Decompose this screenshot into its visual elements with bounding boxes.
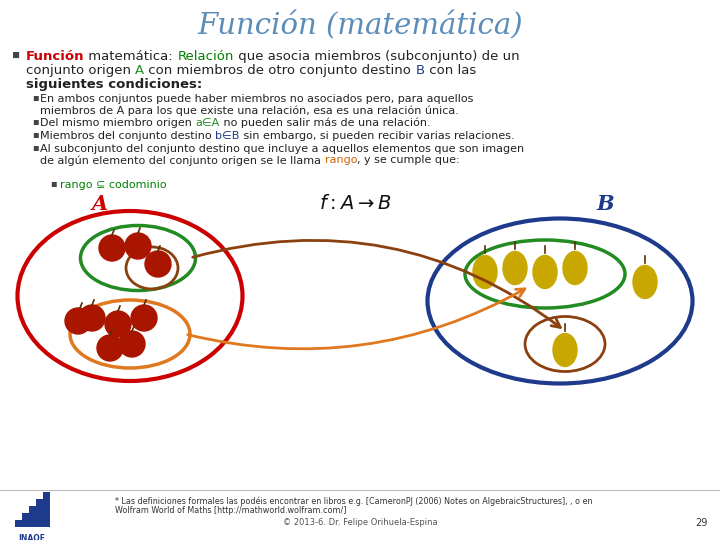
Text: Al subconjunto del conjunto destino que incluye a aquellos elementos que son ima: Al subconjunto del conjunto destino que … (40, 144, 524, 154)
Text: b∈B: b∈B (215, 131, 240, 141)
Text: B: B (415, 64, 425, 77)
Text: rango: rango (325, 155, 357, 165)
Text: Función: Función (26, 50, 84, 63)
Circle shape (65, 308, 91, 334)
Text: A: A (135, 64, 145, 77)
Circle shape (131, 305, 157, 331)
Text: © 2013-6. Dr. Felipe Orihuela-Espina: © 2013-6. Dr. Felipe Orihuela-Espina (283, 518, 437, 527)
Text: ◾: ◾ (32, 144, 39, 153)
Circle shape (105, 311, 131, 337)
Text: , y se cumple que:: , y se cumple que: (357, 155, 459, 165)
Text: * Las definiciones formales las podéis encontrar en libros e.g. [CameronPJ (2006: * Las definiciones formales las podéis e… (115, 496, 593, 505)
Ellipse shape (533, 255, 557, 288)
Text: ◾: ◾ (32, 94, 39, 103)
Bar (15, 520, 22, 527)
Text: conjunto origen: conjunto origen (26, 64, 135, 77)
Text: rango ⊆ codominio: rango ⊆ codominio (60, 180, 166, 190)
Text: Wolfram World of Maths [http://mathworld.wolfram.com/]: Wolfram World of Maths [http://mathworld… (115, 506, 346, 515)
Text: ◾: ◾ (50, 180, 57, 189)
Circle shape (119, 331, 145, 357)
Text: INAOE: INAOE (19, 534, 45, 540)
Text: a∈A: a∈A (195, 118, 220, 128)
Text: miembros de A para los que existe una relación, esa es una relación única.: miembros de A para los que existe una re… (40, 105, 459, 116)
Bar (29, 506, 36, 527)
Bar (36, 499, 43, 527)
Circle shape (79, 305, 105, 331)
Text: que asocia miembros (subconjunto) de un: que asocia miembros (subconjunto) de un (234, 50, 519, 63)
Text: no pueden salir más de una relación.: no pueden salir más de una relación. (220, 118, 431, 129)
Text: ◾: ◾ (32, 131, 39, 140)
Text: Relación: Relación (177, 50, 234, 63)
Text: sin embargo, si pueden recibir varias relaciones.: sin embargo, si pueden recibir varias re… (240, 131, 514, 141)
Text: ◾: ◾ (32, 118, 39, 127)
Text: de algún elemento del conjunto origen se le llama: de algún elemento del conjunto origen se… (40, 155, 325, 165)
Bar (22, 513, 29, 527)
Text: Función (matemática): Función (matemática) (197, 11, 523, 40)
Text: $f : A \rightarrow B$: $f : A \rightarrow B$ (319, 194, 391, 213)
Text: En ambos conjuntos puede haber miembros no asociados pero, para aquellos: En ambos conjuntos puede haber miembros … (40, 94, 473, 104)
Circle shape (145, 251, 171, 277)
Text: Del mismo miembro origen: Del mismo miembro origen (40, 118, 195, 128)
Ellipse shape (553, 334, 577, 367)
Circle shape (97, 335, 123, 361)
Ellipse shape (503, 252, 527, 285)
Circle shape (125, 233, 151, 259)
Text: matemática:: matemática: (84, 50, 177, 63)
Ellipse shape (633, 266, 657, 299)
Text: Miembros del conjunto destino: Miembros del conjunto destino (40, 131, 215, 141)
Circle shape (99, 235, 125, 261)
Text: 29: 29 (696, 518, 708, 528)
Text: con miembros de otro conjunto destino: con miembros de otro conjunto destino (145, 64, 415, 77)
Text: B: B (596, 194, 614, 214)
Ellipse shape (473, 255, 497, 288)
Bar (43, 492, 50, 527)
Text: con las: con las (425, 64, 476, 77)
Ellipse shape (563, 252, 587, 285)
Text: siguientes condiciones:: siguientes condiciones: (26, 78, 202, 91)
Text: A: A (92, 194, 108, 214)
Text: ◾: ◾ (12, 50, 20, 60)
